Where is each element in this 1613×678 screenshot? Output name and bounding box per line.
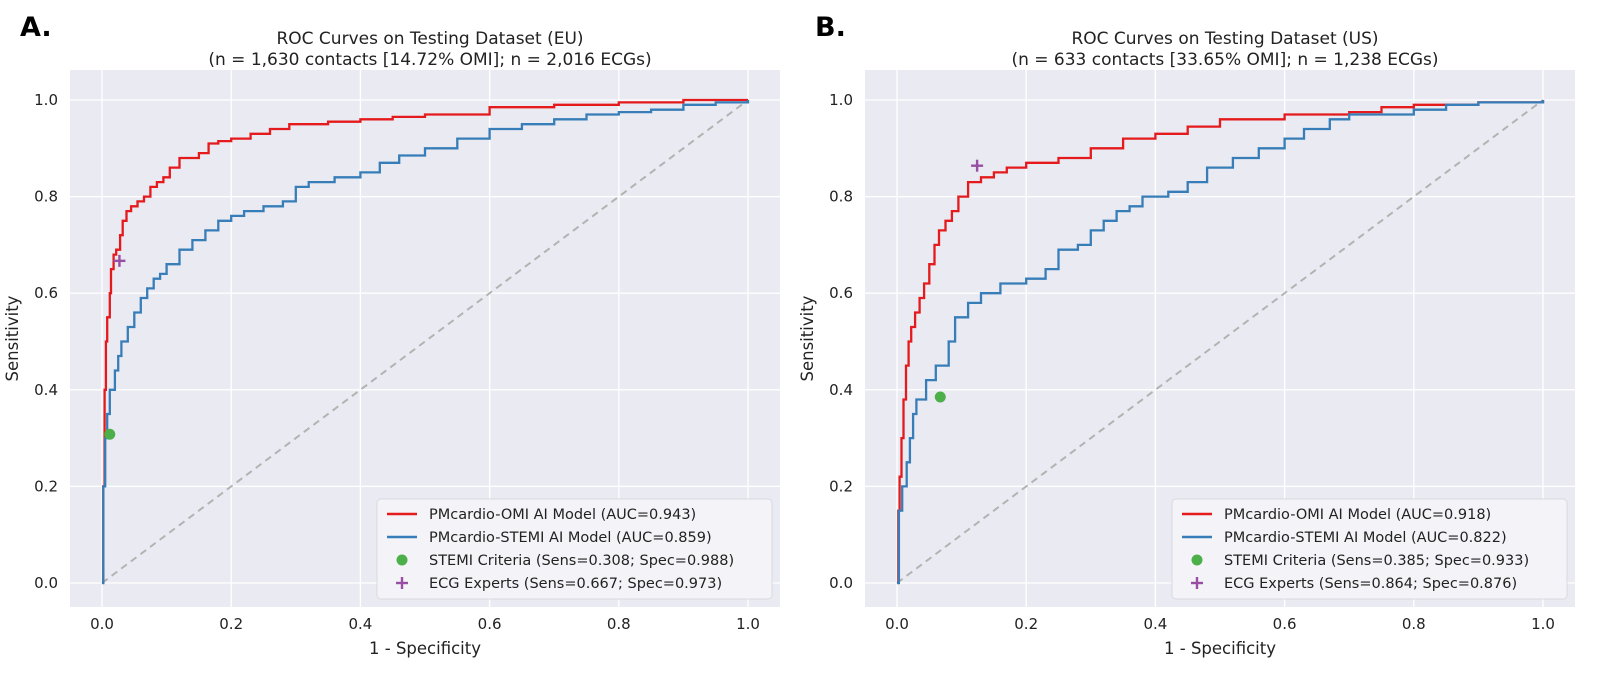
stemi-criteria-point bbox=[934, 391, 946, 403]
legend-item: PMcardio-STEMI AI Model (AUC=0.822) bbox=[1182, 530, 1507, 546]
y-tick-label: 1.0 bbox=[34, 91, 58, 109]
omi-roc-curve bbox=[897, 100, 1545, 585]
x-tick-label: 0.8 bbox=[1402, 615, 1426, 633]
legend-item: ECG Experts (Sens=0.864; Spec=0.876) bbox=[1191, 576, 1517, 592]
chart-subtitle: (n = 633 contacts [33.65% OMI]; n = 1,23… bbox=[1011, 50, 1438, 70]
legend-circle-swatch bbox=[1191, 554, 1203, 566]
legend-box bbox=[1171, 498, 1568, 600]
chart-subtitle: (n = 1,630 contacts [14.72% OMI]; n = 2,… bbox=[208, 50, 651, 70]
chart-title: ROC Curves on Testing Dataset (EU) bbox=[276, 29, 583, 49]
ecg-experts-point bbox=[113, 254, 126, 267]
x-tick-label: 0.2 bbox=[219, 615, 243, 633]
legend: PMcardio-OMI AI Model (AUC=0.943) PMcardi… bbox=[376, 498, 773, 600]
x-axis-label: 1 - Specificity bbox=[369, 639, 481, 658]
stemi-model-roc-curve bbox=[102, 100, 750, 585]
y-tick-label: 0.2 bbox=[829, 477, 853, 495]
x-tick-label: 0.2 bbox=[1014, 615, 1038, 633]
y-tick-label: 0.6 bbox=[34, 284, 58, 302]
legend-item: ECG Experts (Sens=0.667; Spec=0.973) bbox=[396, 576, 722, 592]
panel-label: B. bbox=[815, 12, 846, 43]
legend-plus-swatch bbox=[396, 577, 408, 589]
panel-label: A. bbox=[20, 12, 52, 43]
y-tick-label: 0.2 bbox=[34, 477, 58, 495]
chart-title: ROC Curves on Testing Dataset (US) bbox=[1071, 29, 1378, 49]
legend-label: PMcardio-STEMI AI Model (AUC=0.822) bbox=[1224, 530, 1507, 546]
legend-label: STEMI Criteria (Sens=0.308; Spec=0.988) bbox=[429, 553, 734, 569]
y-tick-label: 0.8 bbox=[829, 188, 853, 206]
legend-box bbox=[376, 498, 773, 600]
legend-label: PMcardio-OMI AI Model (AUC=0.918) bbox=[1224, 507, 1491, 523]
legend-item: STEMI Criteria (Sens=0.308; Spec=0.988) bbox=[396, 553, 734, 569]
omi-roc-curve bbox=[102, 98, 748, 585]
legend-label: PMcardio-OMI AI Model (AUC=0.943) bbox=[429, 507, 696, 523]
x-tick-label: 0.4 bbox=[1143, 615, 1167, 633]
legend-circle-swatch bbox=[396, 554, 408, 566]
y-tick-label: 0.4 bbox=[34, 381, 58, 399]
legend-label: STEMI Criteria (Sens=0.385; Spec=0.933) bbox=[1224, 553, 1529, 569]
legend-item: PMcardio-OMI AI Model (AUC=0.943) bbox=[387, 507, 696, 523]
x-tick-label: 0.6 bbox=[1273, 615, 1297, 633]
legend-label: ECG Experts (Sens=0.667; Spec=0.973) bbox=[429, 576, 722, 592]
x-tick-label: 0.8 bbox=[607, 615, 631, 633]
legend: PMcardio-OMI AI Model (AUC=0.918) PMcardi… bbox=[1171, 498, 1568, 600]
stemi-criteria-point bbox=[104, 428, 116, 440]
y-tick-label: 0.0 bbox=[829, 574, 853, 592]
roc-panel-us: 0.0 0.0 0.2 0.2 0.4 0.4 0.6 0.6 0.8 0.8 1.0 1.0 ROC … bbox=[798, 12, 1575, 658]
x-tick-label: 1.0 bbox=[1531, 615, 1555, 633]
y-tick-label: 0.4 bbox=[829, 381, 853, 399]
stemi-model-roc-curve bbox=[897, 100, 1545, 585]
legend-label: ECG Experts (Sens=0.864; Spec=0.876) bbox=[1224, 576, 1517, 592]
legend-item: PMcardio-STEMI AI Model (AUC=0.859) bbox=[387, 530, 712, 546]
x-tick-label: 0.0 bbox=[90, 615, 114, 633]
legend-plus-swatch bbox=[1191, 577, 1203, 589]
y-axis-label: Sensitivity bbox=[3, 295, 22, 381]
ecg-experts-point bbox=[971, 159, 984, 172]
y-tick-label: 1.0 bbox=[829, 91, 853, 109]
x-tick-label: 1.0 bbox=[736, 615, 760, 633]
y-tick-label: 0.8 bbox=[34, 188, 58, 206]
x-tick-label: 0.6 bbox=[478, 615, 502, 633]
x-axis-label: 1 - Specificity bbox=[1164, 639, 1276, 658]
chance-diagonal-line bbox=[101, 99, 749, 584]
y-axis-label: Sensitivity bbox=[798, 295, 817, 381]
legend-label: PMcardio-STEMI AI Model (AUC=0.859) bbox=[429, 530, 712, 546]
x-tick-label: 0.0 bbox=[885, 615, 909, 633]
roc-panel-eu: 0.0 0.0 0.2 0.2 0.4 0.4 0.6 0.6 0.8 0.8 1.0 1.0 ROC … bbox=[3, 12, 780, 658]
legend-item: PMcardio-OMI AI Model (AUC=0.918) bbox=[1182, 507, 1491, 523]
legend-item: STEMI Criteria (Sens=0.385; Spec=0.933) bbox=[1191, 553, 1529, 569]
y-tick-label: 0.0 bbox=[34, 574, 58, 592]
x-tick-label: 0.4 bbox=[348, 615, 372, 633]
y-tick-label: 0.6 bbox=[829, 284, 853, 302]
chance-diagonal-line bbox=[896, 99, 1544, 584]
